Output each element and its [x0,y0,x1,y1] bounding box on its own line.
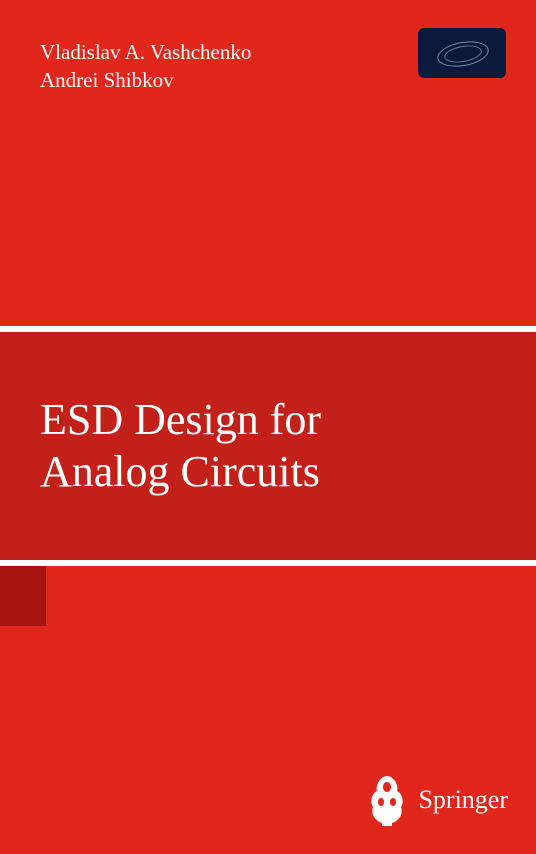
publisher-logo-block: Springer [366,774,508,826]
accent-bar [0,566,46,626]
author-line-2: Andrei Shibkov [40,66,251,94]
publisher-series-badge [418,28,506,78]
springer-horse-icon [366,774,408,826]
galaxy-icon [432,38,492,68]
publisher-name: Springer [418,785,508,815]
divider-bottom [0,560,536,566]
title-line-1: ESD Design for [40,394,321,446]
authors-block: Vladislav A. Vashchenko Andrei Shibkov [40,38,251,95]
book-cover: Vladislav A. Vashchenko Andrei Shibkov E… [0,0,536,854]
book-title: ESD Design for Analog Circuits [40,394,321,498]
title-band: ESD Design for Analog Circuits [0,332,536,560]
title-line-2: Analog Circuits [40,446,321,498]
author-line-1: Vladislav A. Vashchenko [40,38,251,66]
